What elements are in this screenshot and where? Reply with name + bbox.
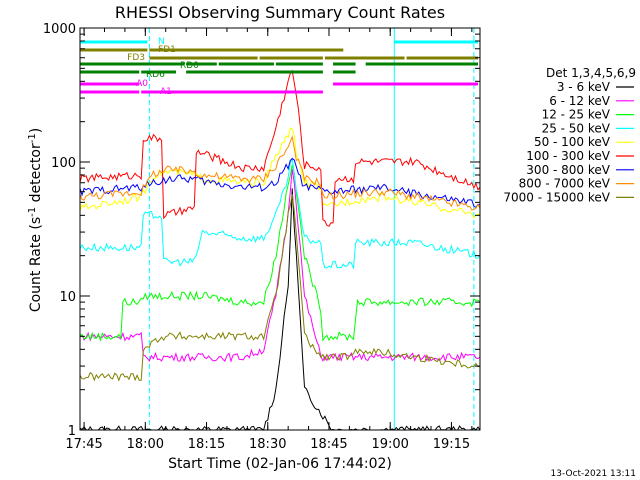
- legend-title: Det 1,3,4,5,6,9: [546, 66, 636, 80]
- ylabel-detector: detector: [28, 143, 44, 207]
- timestamp: 13-Oct-2021 13:11: [551, 469, 636, 479]
- x-axis-label: Start Time (02-Jan-06 17:44:02): [168, 456, 392, 472]
- flag-label-fd1: FD1: [158, 45, 176, 55]
- flag-label-fd3: FD3: [127, 53, 145, 63]
- svg-text:Count Rate (s-1 detector-1): Count Rate (s-1 detector-1): [27, 128, 44, 312]
- legend-label-5: 100 - 300 keV: [526, 149, 610, 163]
- flag-label-a0: A0: [136, 79, 148, 89]
- x-tick-label-5: 19:00: [371, 437, 408, 452]
- legend-label-7: 800 - 7000 keV: [519, 177, 611, 191]
- legend-label-8: 7000 - 15000 keV: [503, 190, 610, 204]
- legend-label-4: 50 - 100 keV: [534, 135, 611, 149]
- series-line-8: [79, 194, 481, 382]
- flag-label-a1: A1: [160, 87, 172, 97]
- ylabel-close: ): [28, 128, 44, 133]
- legend-label-0: 3 - 6 keV: [557, 80, 611, 94]
- legend-label-1: 6 - 12 keV: [549, 94, 611, 108]
- ylabel-exponent-2: -1: [27, 133, 38, 143]
- ylabel-exponent-1: -1: [27, 207, 38, 217]
- legend-label-3: 25 - 50 keV: [542, 121, 611, 135]
- y-tick-label-3: 1000: [43, 22, 76, 37]
- x-tick-label-0: 17:45: [65, 437, 102, 452]
- flag-label-rd6: RD6: [146, 70, 165, 80]
- x-tick-label-2: 18:15: [188, 437, 225, 452]
- series-line-4: [79, 127, 481, 219]
- plot-frame: [79, 27, 481, 431]
- y-tick-label-1: 10: [59, 290, 76, 305]
- series-line-7: [79, 134, 481, 211]
- x-tick-label-4: 18:45: [310, 437, 347, 452]
- flag-label-n: N: [158, 37, 165, 47]
- series-line-0: [79, 188, 481, 431]
- series-line-5: [79, 69, 481, 227]
- legend-label-6: 300 - 800 keV: [526, 163, 610, 177]
- series-line-2: [79, 164, 481, 343]
- legend-label-2: 12 - 25 keV: [542, 108, 611, 122]
- x-tick-label-6: 19:15: [433, 437, 470, 452]
- y-axis-label: Count Rate (s-1 detector-1): [27, 128, 44, 312]
- chart-title: RHESSI Observing Summary Count Rates: [115, 3, 445, 22]
- series-line-3: [79, 158, 481, 269]
- y-tick-label-0: 1: [68, 424, 76, 439]
- x-tick-label-3: 18:30: [249, 437, 286, 452]
- x-tick-label-1: 18:00: [127, 437, 164, 452]
- y-tick-label-2: 100: [51, 156, 76, 171]
- ylabel-text: Count Rate (s: [28, 217, 44, 312]
- flag-label-rd0: RD0: [180, 61, 199, 71]
- series-line-6: [79, 157, 481, 208]
